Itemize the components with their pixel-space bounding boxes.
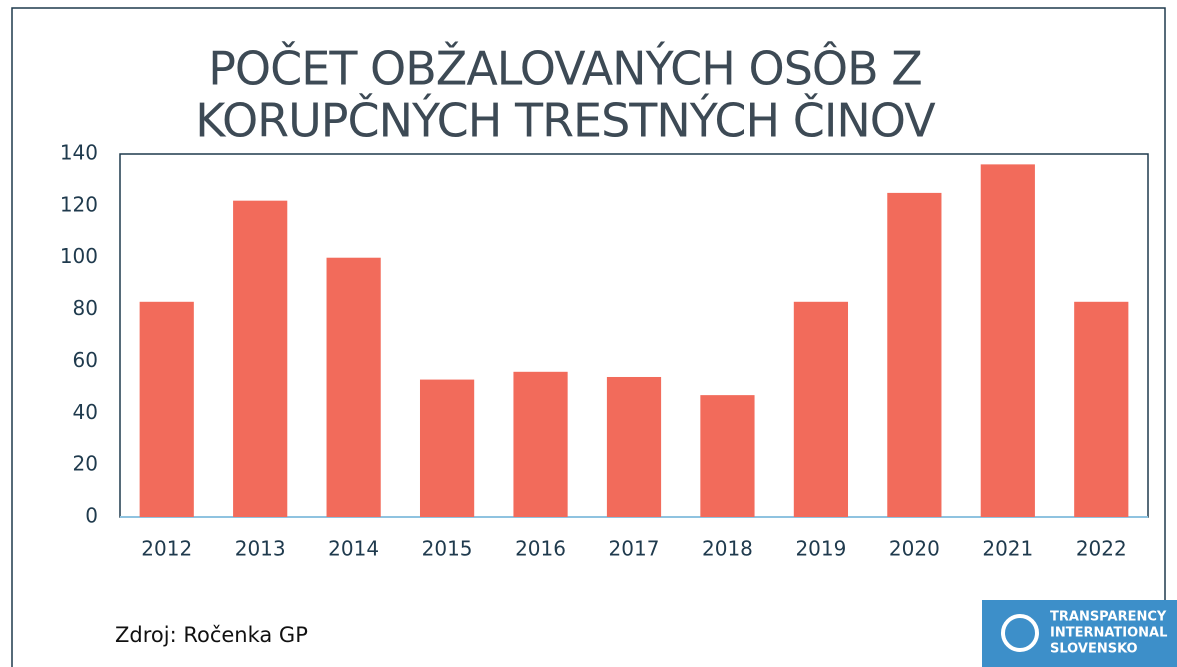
bar	[980, 164, 1035, 517]
y-tick-label: 0	[85, 504, 98, 528]
logo: TRANSPARENCY INTERNATIONAL SLOVENSKO	[982, 600, 1177, 667]
bar	[139, 301, 194, 517]
bar	[1074, 301, 1129, 517]
logo-text: SLOVENSKO	[1050, 642, 1138, 657]
y-tick-label: 120	[60, 192, 98, 216]
logo-icon	[1001, 614, 1039, 652]
source: Zdroj: Ročenka GP	[115, 623, 308, 647]
y-tick-label: 40	[73, 400, 98, 424]
x-tick-label: 2015	[422, 537, 473, 561]
bar	[606, 376, 662, 517]
x-tick-label: 2019	[795, 537, 846, 561]
x-tick-label: 2014	[328, 537, 379, 561]
x-tick-label: 2017	[609, 537, 660, 561]
x-tick-label: 2021	[982, 537, 1033, 561]
bar	[513, 371, 568, 517]
logo-box	[982, 600, 1177, 667]
logo-text: INTERNATIONAL	[1050, 626, 1167, 641]
x-tick-label: 2013	[235, 537, 286, 561]
bar	[233, 200, 288, 517]
y-tick-label: 60	[73, 348, 98, 372]
bar	[793, 301, 849, 517]
chart-title: POČET OBŽALOVANÝCH OSÔB Z	[208, 41, 922, 96]
chart-title: KORUPČNÝCH TRESTNÝCH ČINOV	[195, 93, 936, 148]
logo-text: TRANSPARENCY	[1050, 610, 1167, 625]
x-tick-label: 2020	[889, 537, 940, 561]
y-tick-label: 20	[73, 452, 98, 476]
bar	[419, 379, 475, 517]
y-tick-label: 80	[73, 296, 98, 320]
bar	[700, 395, 755, 517]
x-tick-label: 2022	[1076, 537, 1127, 561]
bar	[887, 192, 942, 517]
bar	[326, 257, 381, 517]
x-tick-label: 2018	[702, 537, 753, 561]
y-tick-label: 140	[60, 141, 98, 165]
x-tick-label: 2016	[515, 537, 566, 561]
frame	[11, 7, 1166, 667]
x-tick-label: 2012	[141, 537, 192, 561]
y-tick-label: 100	[60, 244, 98, 268]
